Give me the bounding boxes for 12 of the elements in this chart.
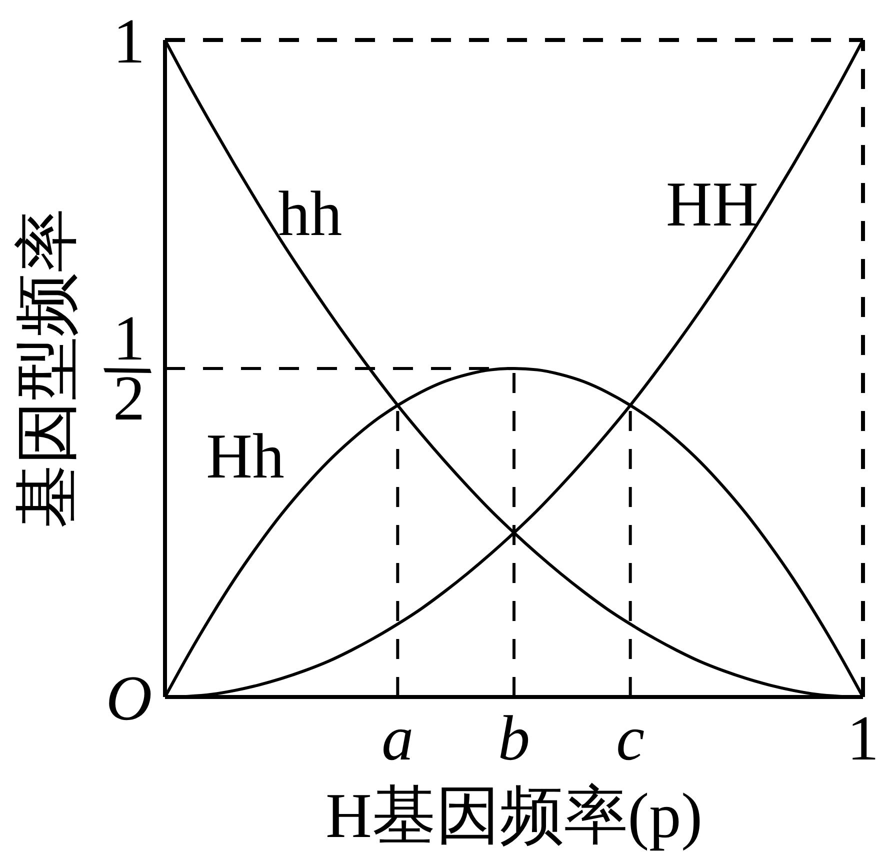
series-label: HH [666, 168, 758, 240]
x-tick-label: b [498, 702, 530, 774]
y-tick-label: O [106, 662, 152, 734]
y-tick-label: 1 [113, 5, 145, 76]
y-axis-title: 基因型频率 [12, 208, 83, 528]
x-axis-title: H基因频率(p) [326, 780, 702, 851]
series-label: Hh [206, 420, 284, 492]
x-tick-label: c [616, 702, 645, 774]
y-tick-label: 1/2 [92, 302, 165, 434]
x-tick-label: 1 [847, 702, 879, 774]
x-tick-label: a [382, 702, 414, 774]
series-label: hh [278, 178, 342, 250]
